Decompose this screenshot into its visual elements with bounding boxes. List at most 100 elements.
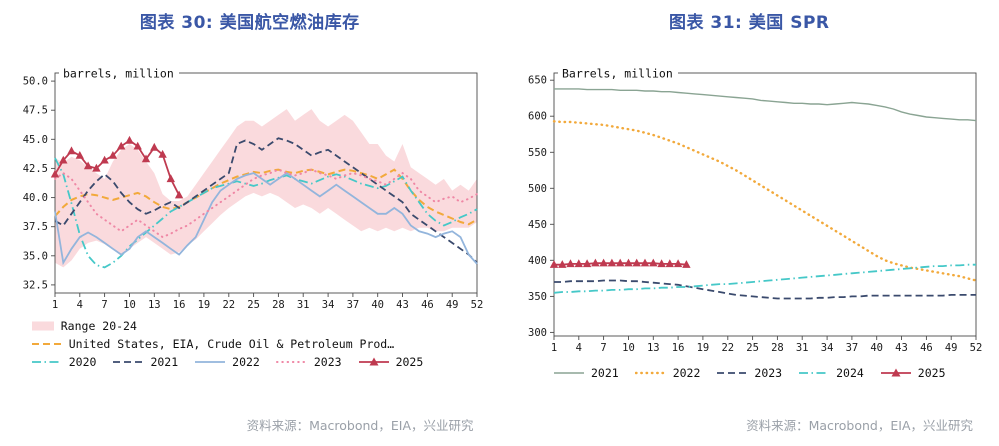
svg-text:49: 49 — [446, 299, 459, 311]
svg-text:52: 52 — [470, 299, 483, 311]
svg-text:46: 46 — [421, 299, 434, 311]
svg-text:1: 1 — [551, 342, 557, 354]
svg-text:22: 22 — [722, 342, 735, 354]
source-note-right: 资料来源：Macrobond，EIA，兴业研究 — [746, 418, 973, 433]
series-line-swatch — [31, 343, 62, 345]
svg-text:10: 10 — [123, 299, 136, 311]
svg-text:43: 43 — [396, 299, 409, 311]
svg-text:350: 350 — [528, 291, 547, 303]
svg-text:450: 450 — [528, 219, 547, 231]
legend-label: Range 20-24 — [60, 319, 137, 333]
series-line-swatch — [31, 361, 62, 363]
svg-text:7: 7 — [101, 299, 107, 311]
legend-label: 2025 — [395, 355, 424, 369]
source-note-left: 资料来源：Macrobond，EIA，兴业研究 — [246, 418, 474, 433]
legend-label: 2022 — [672, 366, 701, 380]
svg-text:34: 34 — [821, 342, 834, 354]
chart-title-jet-fuel: 图表 30: 美国航空燃油库存 — [139, 13, 360, 33]
legend-label: 2025 — [917, 366, 946, 380]
legend-item-united-states-eia-crude-oil-: United States, EIA, Crude Oil & Petroleu… — [31, 337, 394, 351]
legend-label: United States, EIA, Crude Oil & Petroleu… — [68, 337, 395, 351]
svg-text:37: 37 — [346, 299, 359, 311]
range-band-swatch — [31, 321, 54, 331]
legend-item-2024: 2024 — [798, 366, 864, 380]
svg-text:25: 25 — [247, 299, 260, 311]
legend-label: 2022 — [232, 355, 260, 369]
legend-label: 2021 — [150, 355, 179, 369]
svg-text:550: 550 — [528, 147, 547, 159]
legend-item-2022: 2022 — [194, 355, 260, 369]
jet-fuel-chart: 32.5 35.0 37.5 40.0 42.5 45.0 47.5 50.0 1 4 7 10 13 1… — [22, 67, 483, 312]
svg-text:400: 400 — [528, 255, 547, 267]
legend-item-range-20-24: Range 20-24 — [31, 319, 137, 333]
legend-row: United States, EIA, Crude Oil & Petroleu… — [31, 337, 485, 351]
legend-label: 2020 — [68, 355, 97, 369]
svg-text:31: 31 — [796, 342, 809, 354]
svg-text:28: 28 — [771, 342, 784, 354]
legend-item-2023: 2023 — [716, 366, 782, 380]
series-line-swatch — [717, 372, 748, 374]
svg-text:49: 49 — [945, 342, 958, 354]
svg-text:13: 13 — [647, 342, 660, 354]
svg-text:31: 31 — [297, 299, 310, 311]
legend-item-2022: 2022 — [634, 366, 701, 380]
legend-row: Range 20-24 — [31, 319, 485, 333]
svg-text:650: 650 — [528, 75, 547, 87]
svg-text:500: 500 — [528, 183, 547, 195]
svg-text:35.0: 35.0 — [22, 250, 47, 262]
svg-text:28: 28 — [272, 299, 285, 311]
svg-text:16: 16 — [672, 342, 685, 354]
svg-text:13: 13 — [148, 299, 161, 311]
series-line-swatch — [799, 372, 830, 374]
svg-text:22: 22 — [222, 299, 235, 311]
svg-text:32.5: 32.5 — [22, 279, 47, 291]
series-line-swatch — [880, 368, 911, 377]
svg-text:4: 4 — [76, 299, 82, 311]
svg-text:Barrels, million: Barrels, million — [562, 67, 673, 81]
legend-item-2025: 2025 — [358, 355, 424, 369]
jet-fuel-chart-area: 32.5 35.0 37.5 40.0 42.5 45.0 47.5 50.0 1 4 7 10 13 1… — [15, 63, 485, 315]
svg-text:40: 40 — [871, 342, 884, 354]
svg-text:40: 40 — [371, 299, 384, 311]
chart-title-spr: 图表 31: 美国 SPR — [668, 13, 830, 33]
series-line-swatch — [358, 357, 389, 366]
svg-text:52: 52 — [970, 342, 983, 354]
series-line-swatch — [553, 372, 584, 374]
legend-item-2020: 2020 — [31, 355, 97, 369]
series-line-swatch — [195, 361, 226, 363]
legend-item-2021: 2021 — [112, 355, 178, 369]
svg-text:16: 16 — [173, 299, 186, 311]
svg-text:50.0: 50.0 — [22, 76, 47, 88]
svg-text:19: 19 — [697, 342, 710, 354]
svg-text:40.0: 40.0 — [22, 192, 47, 204]
svg-text:25: 25 — [747, 342, 760, 354]
legend-row: 2021 2022 2023 2024 2025 — [553, 366, 946, 380]
spr-legend: 2021 2022 2023 2024 2025 — [514, 366, 984, 380]
svg-text:10: 10 — [622, 342, 635, 354]
legend-label: 2024 — [836, 366, 864, 380]
svg-text:600: 600 — [528, 111, 547, 123]
spr-chart-area: 300 350 400 450 500 550 600 650 1 4 7 10 13 16 19 22 25 2… — [514, 63, 984, 358]
svg-text:4: 4 — [576, 342, 582, 354]
jet-fuel-legend: Range 20-24 United States, EIA, Crude Oil… — [15, 319, 485, 369]
series-line-swatch — [634, 371, 667, 375]
series-line-swatch — [275, 361, 308, 363]
svg-text:19: 19 — [197, 299, 210, 311]
svg-text:42.5: 42.5 — [22, 163, 47, 175]
svg-text:37: 37 — [846, 342, 859, 354]
svg-text:46: 46 — [920, 342, 933, 354]
spr-chart: 300 350 400 450 500 550 600 650 1 4 7 10 13 16 19 22 25 2… — [528, 67, 983, 355]
panel-spr: 图表 31: 美国 SPR 300 350 400 450 500 550 600 650 1 4… — [500, 0, 999, 446]
svg-text:43: 43 — [895, 342, 908, 354]
svg-text:1: 1 — [52, 299, 58, 311]
legend-label: 2023 — [313, 355, 342, 369]
svg-text:7: 7 — [601, 342, 607, 354]
svg-text:45.0: 45.0 — [22, 134, 47, 146]
svg-text:300: 300 — [528, 327, 547, 339]
svg-text:34: 34 — [322, 299, 335, 311]
series-line-swatch — [113, 361, 144, 363]
legend-row: 2020 2021 2022 2023 2025 — [31, 355, 485, 369]
legend-label: 2021 — [590, 366, 619, 380]
panel-jet-fuel: 图表 30: 美国航空燃油库存 32.5 35.0 37.5 40.0 42.5 45.0… — [15, 13, 485, 433]
legend-item-2025: 2025 — [880, 366, 946, 380]
